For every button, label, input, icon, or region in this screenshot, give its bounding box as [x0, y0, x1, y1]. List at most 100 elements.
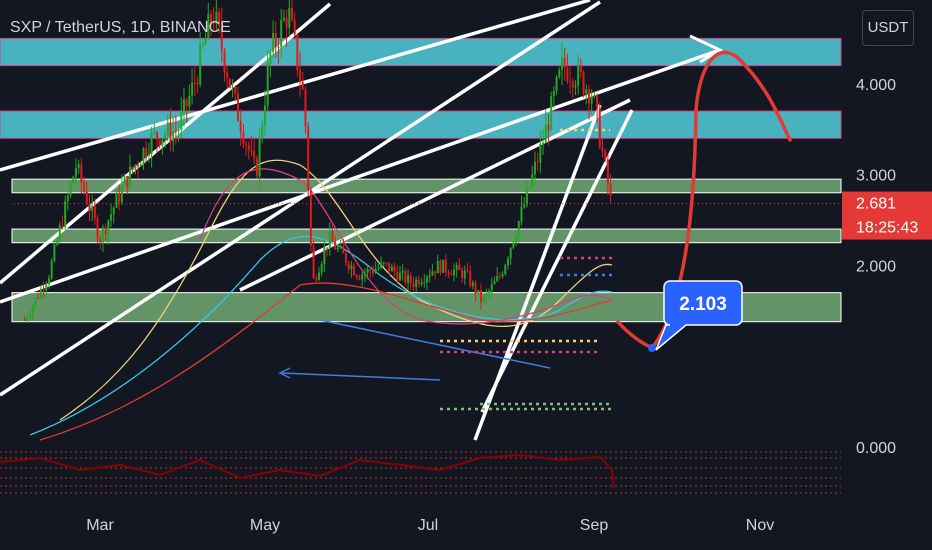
candle-body — [218, 11, 221, 27]
candle-body — [309, 190, 312, 246]
candle-body — [66, 195, 69, 202]
currency-badge[interactable]: USDT — [862, 10, 914, 46]
candle-body — [315, 278, 318, 280]
candle-body — [110, 214, 113, 221]
y-axis-tick-label: 0.000 — [856, 440, 896, 457]
candle-body — [517, 221, 520, 237]
candle-body — [388, 262, 391, 272]
candle-body — [574, 85, 577, 88]
candle-body — [523, 204, 526, 208]
trend-line — [0, 48, 721, 304]
candle-body — [293, 19, 296, 35]
candle-body — [174, 130, 177, 132]
countdown-timer: 18:25:43 — [856, 220, 918, 237]
candle-body — [228, 78, 231, 88]
candle-body — [436, 260, 439, 274]
candle-body — [128, 166, 131, 188]
candle-body — [207, 13, 210, 39]
candle-body — [185, 99, 188, 107]
candle-body — [85, 191, 88, 204]
candle-body — [593, 95, 596, 97]
candle-body — [469, 270, 472, 287]
candle-body — [77, 164, 80, 169]
candle-body — [56, 240, 59, 245]
candle-body — [509, 247, 512, 259]
candle-body — [107, 220, 110, 235]
candle-body — [263, 105, 266, 126]
candle-body — [301, 81, 304, 90]
candle-body — [355, 275, 358, 278]
candle-body — [474, 282, 477, 295]
candle-body — [80, 164, 83, 183]
y-axis-tick-label: 3.000 — [856, 168, 896, 185]
candle-body — [277, 46, 280, 48]
candle-body — [542, 142, 545, 145]
x-axis-tick-label: May — [250, 517, 280, 534]
candle-body — [120, 185, 123, 202]
last-price-value: 2.681 — [856, 196, 896, 213]
candle-body — [544, 124, 547, 143]
candle-body — [74, 168, 77, 177]
trend-arrowhead — [689, 34, 724, 64]
trend-line — [0, 0, 591, 172]
candle-body — [96, 218, 99, 240]
candle-body — [172, 130, 175, 142]
candle-body — [482, 296, 485, 303]
candle-body — [39, 288, 42, 298]
candle-body — [363, 272, 366, 275]
candle-body — [31, 305, 34, 315]
candle-body — [407, 275, 410, 283]
candle-body — [42, 288, 45, 291]
x-axis-tick-label: Sep — [580, 517, 609, 534]
candle-body — [280, 20, 283, 48]
y-axis-tick-label: 2.000 — [856, 258, 896, 275]
candle-body — [569, 81, 572, 83]
candle-body — [326, 247, 329, 249]
candle-body — [226, 72, 229, 79]
x-axis-tick-label: Jul — [418, 517, 438, 534]
candle-body — [180, 112, 183, 130]
candle-body — [88, 203, 91, 212]
candle-body — [47, 278, 50, 285]
moving-average-line — [29, 235, 613, 436]
candle-body — [380, 262, 383, 268]
candle-body — [528, 186, 531, 188]
candle-body — [455, 265, 458, 270]
candle-body — [371, 270, 374, 273]
candle-body — [83, 182, 86, 192]
candle-body — [423, 282, 426, 284]
candle-body — [558, 69, 561, 77]
candle-body — [169, 122, 172, 142]
candle-body — [255, 158, 258, 177]
candle-body — [209, 13, 212, 23]
candle-body — [99, 239, 102, 243]
candle-body — [101, 227, 104, 243]
candle-body — [555, 76, 558, 92]
candle-body — [104, 227, 107, 235]
candle-body — [45, 284, 48, 291]
candle-body — [223, 50, 226, 73]
candle-body — [461, 269, 464, 279]
candle-body — [496, 275, 499, 282]
candle-body — [312, 245, 315, 279]
candle-body — [328, 231, 331, 249]
candle-body — [261, 125, 264, 138]
candle-body — [193, 82, 196, 84]
candle-body — [344, 253, 347, 264]
candle-body — [250, 150, 253, 152]
candle-body — [282, 18, 285, 21]
candle-body — [72, 176, 75, 184]
candle-body — [139, 164, 142, 167]
candle-body — [452, 269, 455, 276]
callout-label: 2.103 — [679, 294, 727, 315]
candle-body — [188, 95, 191, 107]
candle-body — [58, 225, 61, 241]
candle-body — [582, 72, 585, 95]
candle-body — [515, 236, 518, 243]
candle-body — [531, 174, 534, 187]
candle-body — [520, 207, 523, 222]
candle-body — [182, 99, 185, 113]
candle-body — [215, 11, 218, 24]
